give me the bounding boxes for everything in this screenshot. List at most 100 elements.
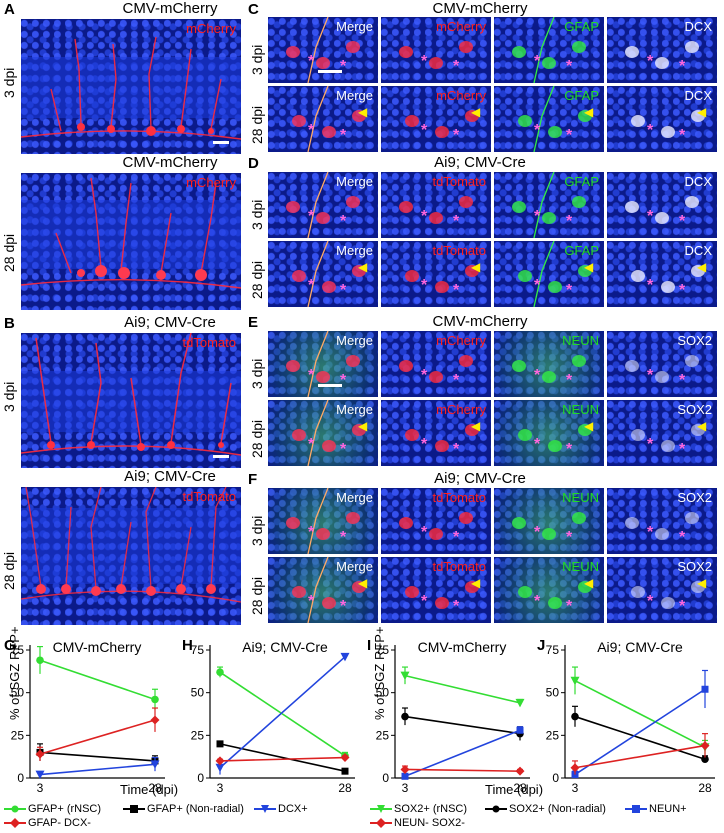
data-point [516, 726, 524, 734]
cell-signal [405, 424, 479, 452]
cell-signal [625, 196, 699, 224]
panel-d-tile-1-1: * * ◀ tdTomato [381, 241, 491, 307]
panel-b-row-label-28dpi: 28 dpi [1, 551, 17, 590]
channel-label-sox2: SOX2 [677, 559, 712, 574]
cell-signal [512, 172, 586, 238]
x-tick-label: 3 [402, 781, 409, 795]
panel-a-row-label-3dpi: 3 dpi [1, 67, 17, 98]
panel-f-tile-1-1: * * ◀ tdTomato [381, 557, 491, 623]
channel-label-merge: Merge [336, 402, 373, 417]
x-tick-label: 28 [148, 781, 162, 795]
asterisk-marker: * [679, 529, 686, 546]
series-line [574, 688, 706, 776]
panel-e-tile-0-1: * * mCherry [381, 331, 491, 397]
asterisk-marker: * [679, 441, 686, 458]
channel-label-merge: Merge [336, 19, 373, 34]
data-point [570, 763, 580, 773]
x-tick-label: 3 [217, 781, 224, 795]
panel-f-tile-0-2: * * NEUN [494, 488, 604, 554]
asterisk-marker: * [340, 58, 347, 75]
data-point [701, 755, 709, 764]
cell-signal [512, 355, 586, 383]
panel-c-tile-1-2: * * ◀ GFAP [494, 86, 604, 152]
asterisk-marker: * [453, 58, 460, 75]
channel-label-gfap: GFAP [564, 19, 599, 34]
arrowhead-marker: ◀ [697, 105, 707, 119]
legend-gfap-nonradial: GFAP+ (Non-radial) [123, 803, 244, 815]
channel-label-gfap: GFAP [564, 88, 599, 103]
panel-d-row-label-0: 3 dpi [249, 199, 265, 230]
asterisk-marker: * [421, 53, 428, 70]
asterisk-marker: * [340, 372, 347, 389]
arrowhead-marker: ◀ [697, 576, 707, 590]
panel-e-row-label-1: 28 dpi [249, 419, 265, 458]
panel-e-tile-1-3: * * ◀ SOX2 [607, 400, 717, 466]
channel-label-mcherry: mCherry [436, 333, 486, 348]
legend-marker-diamond [370, 818, 392, 828]
data-point [401, 772, 409, 780]
channel-label-gfap: GFAP [564, 243, 599, 258]
asterisk-marker: * [534, 367, 541, 384]
legend-dcx: DCX+ [254, 803, 308, 815]
legend-label: NEUN+ [649, 803, 687, 815]
panel-letter-j: J [537, 637, 546, 654]
asterisk-marker: * [453, 598, 460, 615]
panel-d-tile-1-0: * * ◀ Merge [268, 241, 378, 307]
asterisk-marker: * [534, 524, 541, 541]
cell-signal [405, 265, 479, 293]
channel-label-tdtomato: tdTomato [432, 559, 486, 574]
cell-signal [405, 581, 479, 609]
panel-f-title: Ai9; CMV-Cre [434, 470, 526, 487]
series-line [574, 715, 706, 760]
panel-b-micrograph-3dpi: tdTomato [21, 333, 241, 468]
asterisk-marker: * [534, 53, 541, 70]
chart-title: Ai9; CMV-Cre [597, 639, 683, 655]
channel-label-neun: NEUN [562, 402, 599, 417]
asterisk-marker: * [308, 277, 315, 294]
chart-title: CMV-mCherry [53, 639, 142, 655]
panel-a-channel-label-top: mCherry [186, 21, 236, 36]
asterisk-marker: * [340, 598, 347, 615]
chart-title: CMV-mCherry [418, 639, 507, 655]
panel-b-micrograph-28dpi: tdTomato [21, 487, 241, 625]
channel-label-neun: NEUN [562, 559, 599, 574]
asterisk-marker: * [453, 529, 460, 546]
arrowhead-marker: ◀ [584, 576, 594, 590]
channel-label-merge: Merge [336, 243, 373, 258]
data-point [400, 764, 410, 774]
panel-letter-e: E [248, 314, 259, 331]
panel-b-channel-label-bottom: tdTomato [182, 489, 236, 504]
arrowhead-marker: ◀ [697, 260, 707, 274]
y-tick-label: 75 [191, 643, 205, 657]
data-point [340, 652, 350, 662]
channel-label-merge: Merge [336, 559, 373, 574]
arrowhead-marker: ◀ [471, 260, 481, 274]
legend-gfap-rnsc: GFAP+ (rNSC) [4, 803, 101, 815]
panel-d-tile-0-1: * * tdTomato [381, 172, 491, 238]
data-point [700, 741, 710, 751]
asterisk-marker: * [308, 208, 315, 225]
data-point [340, 753, 350, 763]
asterisk-marker: * [566, 372, 573, 389]
panel-b-title-bottom: Ai9; CMV-Cre [124, 468, 216, 485]
y-tick-label: 25 [11, 728, 25, 742]
asterisk-marker: * [566, 282, 573, 299]
asterisk-marker: * [453, 441, 460, 458]
series-line [219, 671, 346, 757]
asterisk-marker: * [647, 367, 654, 384]
y-tick-label: 0 [197, 771, 204, 785]
asterisk-marker: * [534, 593, 541, 610]
legend-gfap-neg: GFAP- DCX- [4, 817, 91, 829]
cell-signal [625, 355, 699, 383]
asterisk-marker: * [308, 122, 315, 139]
cell-signal [292, 241, 366, 307]
cell-signal [292, 557, 366, 623]
panel-c-row-label-1: 28 dpi [249, 105, 265, 144]
legend-marker-triangle [254, 805, 276, 813]
series-line [404, 674, 521, 704]
legend-label: SOX2+ (rNSC) [394, 803, 468, 815]
scale-bar [318, 384, 342, 387]
asterisk-marker: * [566, 441, 573, 458]
panel-d-tile-0-2: * * GFAP [494, 172, 604, 238]
panel-f-tile-0-0: * * Merge [268, 488, 378, 554]
